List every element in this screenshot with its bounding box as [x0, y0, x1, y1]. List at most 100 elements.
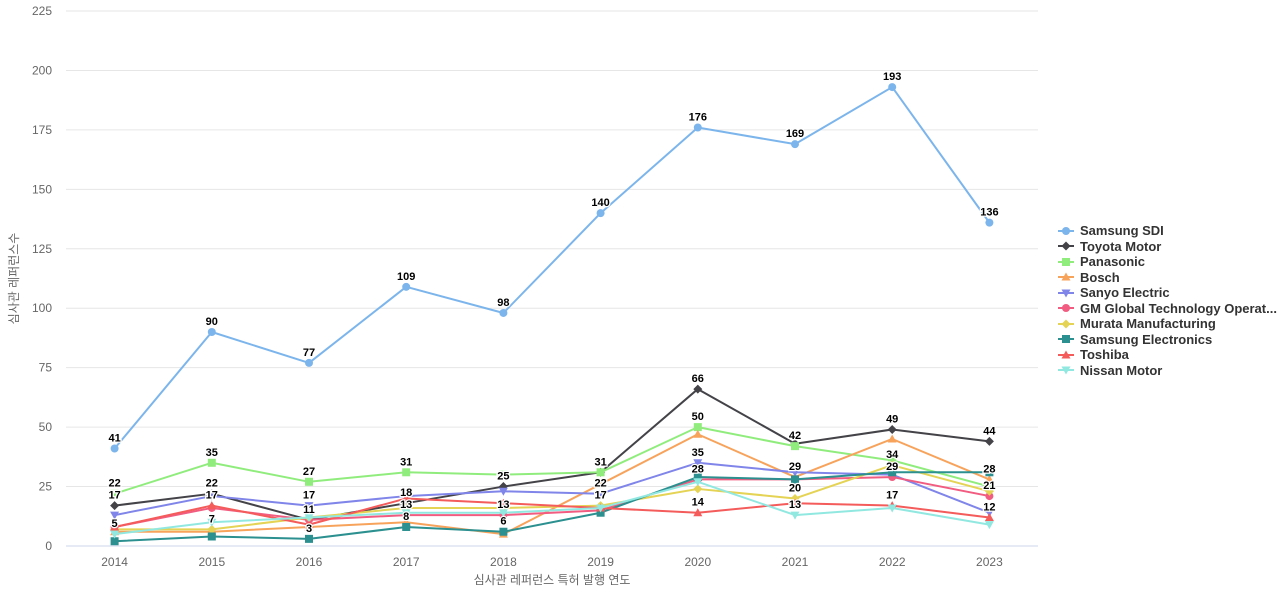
- legend-item-samsung-sdi[interactable]: Samsung SDI: [1058, 223, 1277, 239]
- data-point-panasonic-2019[interactable]: [596, 468, 605, 477]
- series-samsung-electronics[interactable]: [110, 468, 994, 546]
- legend-item-toyota-motor[interactable]: Toyota Motor: [1058, 239, 1277, 255]
- data-point-sanyo-electric-2014[interactable]: [110, 511, 120, 520]
- data-point-murata-manufacturing-2021[interactable]: [790, 493, 800, 503]
- data-point-nissan-motor-2017[interactable]: [401, 509, 411, 518]
- data-point-samsung-electronics-2020[interactable]: [693, 473, 702, 482]
- series-sanyo-electric[interactable]: [110, 459, 994, 520]
- data-point-samsung-sdi-2016[interactable]: [305, 358, 313, 367]
- data-point-toyota-motor-2022[interactable]: [887, 424, 897, 434]
- data-point-samsung-electronics-2021[interactable]: [791, 475, 799, 484]
- data-point-samsung-sdi-2019[interactable]: [596, 209, 605, 218]
- data-point-samsung-electronics-2022[interactable]: [888, 468, 897, 477]
- data-point-toshiba-2016[interactable]: [304, 520, 314, 529]
- y-axis-tick-label: 75: [39, 361, 53, 375]
- data-point-nissan-motor-2023[interactable]: [984, 521, 994, 530]
- legend-marker-icon: [1058, 289, 1074, 298]
- data-point-toyota-motor-2020[interactable]: [693, 384, 703, 394]
- data-point-toshiba-2014[interactable]: [110, 522, 120, 531]
- data-point-samsung-electronics-2023[interactable]: [985, 468, 994, 477]
- data-point-bosch-2023[interactable]: [984, 474, 994, 483]
- y-axis-tick-label: 225: [32, 4, 52, 18]
- legend-item-bosch[interactable]: Bosch: [1058, 270, 1277, 286]
- data-point-nissan-motor-2016[interactable]: [304, 513, 314, 522]
- data-point-sanyo-electric-2018[interactable]: [498, 487, 508, 496]
- data-point-nissan-motor-2021[interactable]: [790, 511, 800, 520]
- data-point-bosch-2020[interactable]: [693, 429, 703, 438]
- series-toshiba[interactable]: [110, 493, 994, 531]
- data-point-nissan-motor-2020[interactable]: [693, 478, 703, 487]
- series-panasonic[interactable]: [110, 423, 994, 498]
- data-point-toshiba-2017[interactable]: [401, 493, 411, 502]
- data-point-samsung-sdi-2017[interactable]: [402, 282, 411, 291]
- data-point-panasonic-2016[interactable]: [305, 477, 313, 486]
- data-point-panasonic-2014[interactable]: [110, 489, 119, 498]
- data-point-samsung-sdi-2014[interactable]: [110, 444, 119, 453]
- y-axis-tick-label: 0: [45, 539, 52, 553]
- x-axis-tick-label: 2015: [198, 555, 225, 569]
- data-point-gm-global-technology-operat-2023[interactable]: [985, 492, 994, 501]
- data-point-samsung-electronics-2019[interactable]: [596, 508, 605, 517]
- data-point-samsung-electronics-2016[interactable]: [305, 534, 313, 543]
- series-toyota-motor[interactable]: [110, 384, 994, 525]
- legend-item-panasonic[interactable]: Panasonic: [1058, 254, 1277, 270]
- data-point-samsung-sdi-2023[interactable]: [985, 218, 994, 227]
- data-point-nissan-motor-2022[interactable]: [887, 504, 897, 513]
- legend-item-toshiba[interactable]: Toshiba: [1058, 347, 1277, 363]
- data-point-toyota-motor-2023[interactable]: [984, 436, 994, 446]
- y-axis-tick-label: 150: [32, 182, 52, 196]
- data-point-samsung-sdi-2022[interactable]: [888, 83, 897, 92]
- data-point-samsung-sdi-2021[interactable]: [791, 140, 799, 149]
- data-point-nissan-motor-2014[interactable]: [110, 530, 120, 539]
- data-point-toshiba-2015[interactable]: [207, 501, 217, 510]
- data-point-murata-manufacturing-2023[interactable]: [984, 486, 994, 496]
- data-point-sanyo-electric-2019[interactable]: [596, 490, 606, 499]
- x-axis-tick-label: 2023: [976, 555, 1003, 569]
- data-point-murata-manufacturing-2015[interactable]: [207, 524, 217, 534]
- data-point-samsung-sdi-2018[interactable]: [499, 308, 508, 317]
- data-point-nissan-motor-2015[interactable]: [207, 518, 217, 527]
- data-point-samsung-electronics-2015[interactable]: [207, 532, 216, 541]
- data-point-bosch-2022[interactable]: [887, 434, 897, 443]
- data-point-bosch-2019[interactable]: [596, 479, 606, 488]
- data-point-sanyo-electric-2021[interactable]: [790, 468, 800, 477]
- legend-item-murata-manufacturing[interactable]: Murata Manufacturing: [1058, 316, 1277, 332]
- data-point-panasonic-2018[interactable]: [499, 470, 508, 479]
- data-point-toshiba-2018[interactable]: [498, 498, 508, 507]
- data-point-toshiba-2021[interactable]: [790, 498, 800, 507]
- data-label: 3: [306, 523, 312, 535]
- series-line: [114, 471, 990, 543]
- data-point-samsung-sdi-2020[interactable]: [693, 123, 702, 132]
- data-point-murata-manufacturing-2022[interactable]: [887, 460, 897, 470]
- data-point-samsung-electronics-2018[interactable]: [499, 527, 508, 536]
- legend-item-gm-global-technology-operat[interactable]: GM Global Technology Operat...: [1058, 301, 1277, 317]
- data-label: 31: [400, 456, 412, 468]
- y-axis-title: 심사관 레퍼런스수: [7, 233, 21, 325]
- data-point-samsung-electronics-2014[interactable]: [110, 537, 119, 546]
- legend-item-samsung-electronics[interactable]: Samsung Electronics: [1058, 332, 1277, 348]
- data-point-sanyo-electric-2015[interactable]: [207, 492, 217, 501]
- data-point-sanyo-electric-2016[interactable]: [304, 502, 314, 511]
- data-point-toyota-motor-2014[interactable]: [110, 501, 120, 511]
- data-point-sanyo-electric-2020[interactable]: [693, 459, 703, 468]
- data-label: 22: [108, 478, 120, 490]
- legend-item-sanyo-electric[interactable]: Sanyo Electric: [1058, 285, 1277, 301]
- data-point-toshiba-2020[interactable]: [693, 508, 703, 517]
- data-point-panasonic-2017[interactable]: [402, 468, 411, 477]
- data-point-panasonic-2020[interactable]: [693, 423, 702, 432]
- data-label: 169: [786, 128, 804, 140]
- data-point-samsung-electronics-2017[interactable]: [402, 522, 411, 531]
- data-point-panasonic-2022[interactable]: [888, 456, 897, 465]
- data-point-panasonic-2015[interactable]: [207, 458, 216, 467]
- y-axis-tick-label: 125: [32, 242, 52, 256]
- legend-item-nissan-motor[interactable]: Nissan Motor: [1058, 363, 1277, 379]
- data-point-nissan-motor-2019[interactable]: [596, 504, 606, 513]
- data-point-nissan-motor-2018[interactable]: [498, 509, 508, 518]
- data-point-samsung-sdi-2015[interactable]: [207, 328, 216, 336]
- data-point-murata-manufacturing-2020[interactable]: [693, 484, 703, 494]
- data-point-panasonic-2021[interactable]: [791, 442, 799, 451]
- series-samsung-sdi[interactable]: [110, 83, 994, 453]
- series-nissan-motor[interactable]: [110, 478, 994, 539]
- data-point-panasonic-2023[interactable]: [985, 482, 994, 491]
- data-point-toshiba-2023[interactable]: [984, 512, 994, 521]
